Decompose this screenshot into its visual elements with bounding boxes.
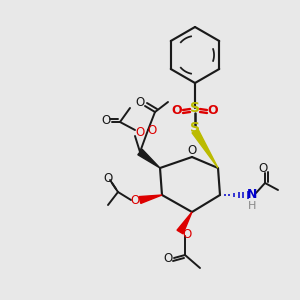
Polygon shape xyxy=(177,212,192,234)
Text: O: O xyxy=(208,104,218,118)
Text: S: S xyxy=(190,121,200,135)
Text: O: O xyxy=(103,172,112,184)
Text: O: O xyxy=(182,227,192,241)
Text: H: H xyxy=(248,201,256,211)
Text: O: O xyxy=(172,104,182,118)
Text: N: N xyxy=(247,188,257,202)
Polygon shape xyxy=(139,195,162,203)
Text: O: O xyxy=(258,161,268,175)
Text: O: O xyxy=(147,124,157,136)
Text: O: O xyxy=(130,194,140,208)
Text: S: S xyxy=(190,101,200,115)
Text: O: O xyxy=(101,113,111,127)
Polygon shape xyxy=(138,149,160,168)
Text: O: O xyxy=(164,253,172,266)
Text: O: O xyxy=(135,95,145,109)
Text: O: O xyxy=(135,125,145,139)
Polygon shape xyxy=(192,129,218,168)
Text: O: O xyxy=(188,145,196,158)
